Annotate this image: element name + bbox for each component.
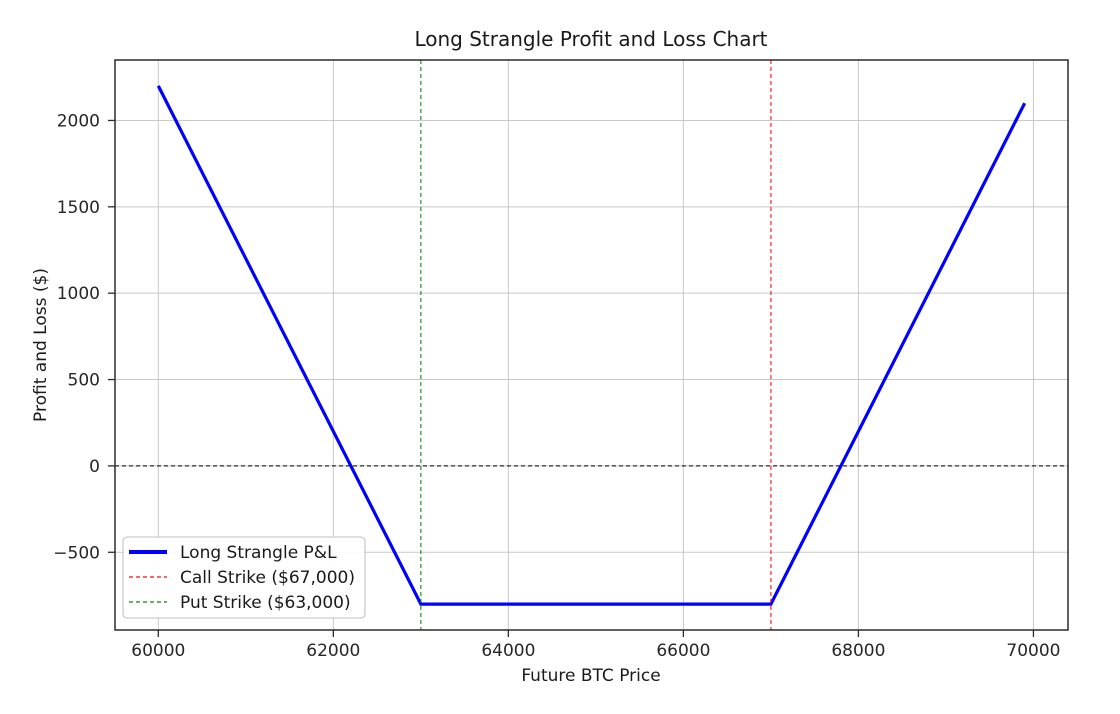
y-tick-label: 500 [68, 371, 100, 391]
x-axis-label: Future BTC Price [521, 666, 660, 686]
x-tick-label: 60000 [131, 641, 185, 661]
x-tick-label: 68000 [831, 641, 885, 661]
chart-title: Long Strangle Profit and Loss Chart [414, 27, 767, 51]
x-tick-label: 62000 [306, 641, 360, 661]
legend-label: Long Strangle P&L [180, 543, 337, 563]
x-tick-label: 66000 [656, 641, 710, 661]
x-tick-label: 64000 [481, 641, 535, 661]
pnl-line [156, 85, 1027, 606]
legend-label: Put Strike ($63,000) [180, 593, 351, 613]
y-tick-label: 2000 [57, 111, 100, 131]
y-tick-label: 1000 [57, 284, 100, 304]
refline-over-layer [420, 60, 772, 630]
y-axis-label: Profit and Loss ($) [31, 268, 51, 422]
plot-border [114, 59, 1069, 631]
x-tick-label: 70000 [1006, 641, 1060, 661]
legend-label: Call Strike ($67,000) [180, 568, 355, 588]
legend-box [122, 536, 366, 619]
series-layer [156, 85, 1027, 606]
y-tick-label: 1500 [57, 198, 100, 218]
y-tick-label: 0 [89, 457, 100, 477]
tick-label-layer: 60000 62000 64000 66000 68000 70000 −500 0 500 10… [53, 111, 1060, 661]
y-tick-label: −500 [53, 543, 100, 563]
legend: Long Strangle P&L Call Strike ($67,000) Pu… [122, 536, 366, 619]
axis-layer [108, 59, 1069, 637]
